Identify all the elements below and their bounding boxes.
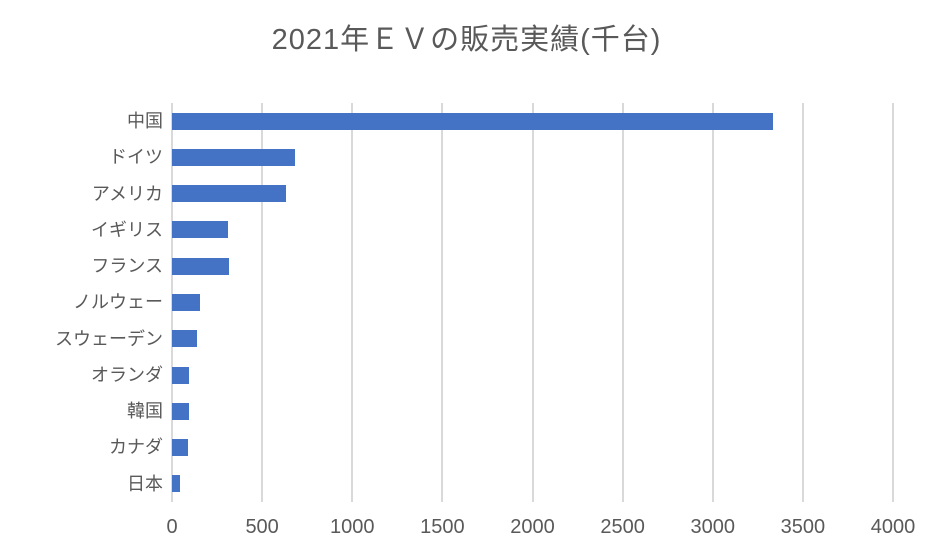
x-tick-label: 0 xyxy=(166,516,178,538)
gridline xyxy=(621,103,624,502)
bar xyxy=(172,185,286,203)
category-label: 韓国 xyxy=(127,401,163,422)
bar xyxy=(172,221,228,239)
category-label: 中国 xyxy=(127,111,163,131)
x-tick-label: 2500 xyxy=(600,516,645,538)
gridline xyxy=(351,103,354,502)
bar xyxy=(172,257,229,275)
category-label: イギリス xyxy=(91,219,163,240)
gridline xyxy=(531,103,534,502)
x-tick-label: 4000 xyxy=(870,516,916,538)
bar xyxy=(172,112,773,130)
x-tick-label: 3500 xyxy=(780,516,826,538)
category-label: オランダ xyxy=(91,364,163,385)
bar xyxy=(172,330,198,348)
category-label: ノルウェー xyxy=(73,292,163,313)
category-label: カナダ xyxy=(109,437,163,458)
category-label: 日本 xyxy=(127,473,163,494)
gridline xyxy=(441,103,444,502)
x-tick-label: 1500 xyxy=(420,516,465,538)
bar xyxy=(172,294,200,311)
gridline xyxy=(711,103,714,502)
x-tick-label: 1000 xyxy=(330,516,375,538)
category-label: ドイツ xyxy=(109,147,163,168)
gridline xyxy=(261,103,264,502)
bar xyxy=(172,475,181,493)
category-label: アメリカ xyxy=(91,183,163,204)
gridline xyxy=(801,103,804,502)
bar xyxy=(172,148,296,166)
x-tick-label: 2000 xyxy=(510,516,555,538)
category-label: フランス xyxy=(91,256,163,277)
category-label: スウェーデン xyxy=(55,328,163,349)
chart-title: 2021年ＥＶの販売実績(千台) xyxy=(271,24,662,56)
x-tick-label: 3000 xyxy=(690,516,736,538)
gridline xyxy=(892,103,894,502)
bar xyxy=(172,366,190,384)
x-tick-label: 500 xyxy=(245,516,279,538)
bar xyxy=(172,402,190,420)
bar xyxy=(172,439,189,457)
